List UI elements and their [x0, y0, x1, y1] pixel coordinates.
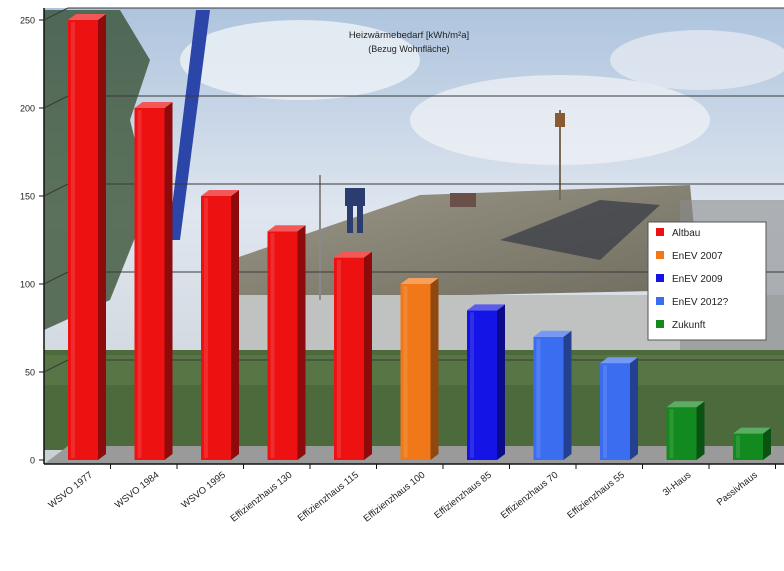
- bar-front: [201, 196, 231, 460]
- bar-front: [334, 257, 364, 460]
- bar-top: [400, 278, 439, 284]
- bar: [533, 330, 572, 460]
- legend-swatch: [656, 320, 664, 328]
- gridline-depth: [43, 183, 69, 197]
- bar-front: [733, 433, 763, 460]
- chart-title: Heizwärmebedarf [kWh/m²a]: [349, 30, 469, 41]
- legend-swatch: [656, 297, 664, 305]
- gridline-depth: [43, 271, 69, 285]
- x-tick-label: Effizienzhaus 130: [229, 470, 295, 525]
- bar: [134, 102, 173, 460]
- bar-highlight: [270, 233, 275, 458]
- bar-highlight: [337, 259, 341, 458]
- bar-side: [364, 251, 372, 460]
- bar-top: [600, 357, 638, 364]
- bar-top: [267, 225, 306, 232]
- bar-front: [533, 336, 564, 460]
- bar: [467, 304, 505, 460]
- x-tick-label: Effizienzhaus 115: [296, 470, 361, 524]
- bar: [733, 427, 771, 460]
- bar-side: [164, 102, 173, 460]
- bar: [600, 357, 638, 460]
- bar-front: [467, 310, 497, 460]
- x-tick-label: WSVO 1995: [179, 470, 227, 511]
- legend-swatch: [656, 251, 664, 259]
- bar-highlight: [204, 198, 208, 458]
- bar-top: [68, 14, 106, 20]
- x-axis-labels: WSVO 1977 WSVO 1984 WSVO 1995 Effizienzhaus…: [46, 464, 776, 525]
- bar: [400, 278, 439, 460]
- bar: [666, 401, 705, 460]
- bar-top: [467, 304, 505, 311]
- bar-top: [201, 190, 239, 196]
- bar-side: [630, 357, 638, 460]
- bar: [201, 190, 239, 460]
- bar-front: [666, 407, 697, 460]
- bars: [68, 14, 771, 460]
- bar: [68, 14, 106, 460]
- bar-side: [696, 401, 705, 460]
- gridline-depth: [43, 359, 69, 373]
- chart-subtitle: (Bezug Wohnfläche): [368, 44, 449, 54]
- bar-side: [430, 278, 439, 460]
- bar: [334, 251, 372, 460]
- bar-front: [400, 284, 431, 460]
- bar-highlight: [403, 286, 408, 458]
- x-tick-label: Effizienzhaus 70: [499, 470, 561, 521]
- x-tick-label: Passivhaus: [715, 470, 760, 509]
- bar-highlight: [137, 110, 142, 458]
- legend-label: EnEV 2012?: [672, 297, 729, 308]
- bar-highlight: [736, 435, 740, 458]
- bar-side: [497, 304, 505, 460]
- y-tick-label: 250: [20, 16, 35, 26]
- y-axis-ticks: 0 50 100 150 200 250: [20, 16, 44, 466]
- bar-side: [763, 427, 771, 460]
- bar-highlight: [669, 409, 674, 458]
- legend-box: [647, 221, 767, 341]
- bar-highlight: [536, 338, 541, 458]
- x-tick-label: Effizienzhaus 85: [432, 470, 494, 521]
- bar-front: [134, 108, 165, 460]
- gridline-depth: [43, 7, 69, 21]
- y-tick-label: 150: [20, 192, 35, 202]
- legend-label: EnEV 2007: [672, 251, 723, 262]
- bar-top: [334, 251, 372, 258]
- y-tick-label: 100: [20, 280, 35, 290]
- bar-top: [733, 427, 771, 434]
- x-tick-label: WSVO 1977: [46, 470, 94, 511]
- legend-label: Altbau: [672, 228, 700, 239]
- bar-highlight: [470, 312, 474, 458]
- bar-side: [297, 225, 306, 460]
- gridline-depth: [43, 95, 69, 109]
- x-tick-label: Effizienzhaus 100: [362, 470, 428, 525]
- legend-swatch: [656, 274, 664, 282]
- bar-side: [231, 190, 239, 460]
- bar-front: [600, 363, 630, 460]
- bar-top: [533, 330, 572, 337]
- x-tick-label: WSVO 1984: [113, 470, 161, 511]
- bar-front: [68, 20, 98, 460]
- bar-highlight: [603, 365, 607, 458]
- legend-label: EnEV 2009: [672, 274, 723, 285]
- legend: Altbau EnEV 2007 EnEV 2009 EnEV 2012? Zukunf…: [647, 221, 767, 341]
- bar-top: [134, 102, 173, 108]
- bar-top: [666, 401, 705, 408]
- bar-front: [267, 231, 298, 460]
- bar-side: [563, 330, 572, 460]
- legend-swatch: [656, 228, 664, 236]
- y-tick-label: 50: [25, 368, 35, 378]
- bar-side: [98, 14, 106, 460]
- legend-label: Zukunft: [672, 320, 706, 331]
- x-tick-label: 3l-Haus: [661, 470, 694, 499]
- y-tick-label: 0: [30, 456, 35, 466]
- bar: [267, 225, 306, 460]
- x-tick-label: Effizienzhaus 55: [565, 470, 627, 521]
- y-tick-label: 200: [20, 104, 35, 114]
- bar-highlight: [71, 22, 75, 458]
